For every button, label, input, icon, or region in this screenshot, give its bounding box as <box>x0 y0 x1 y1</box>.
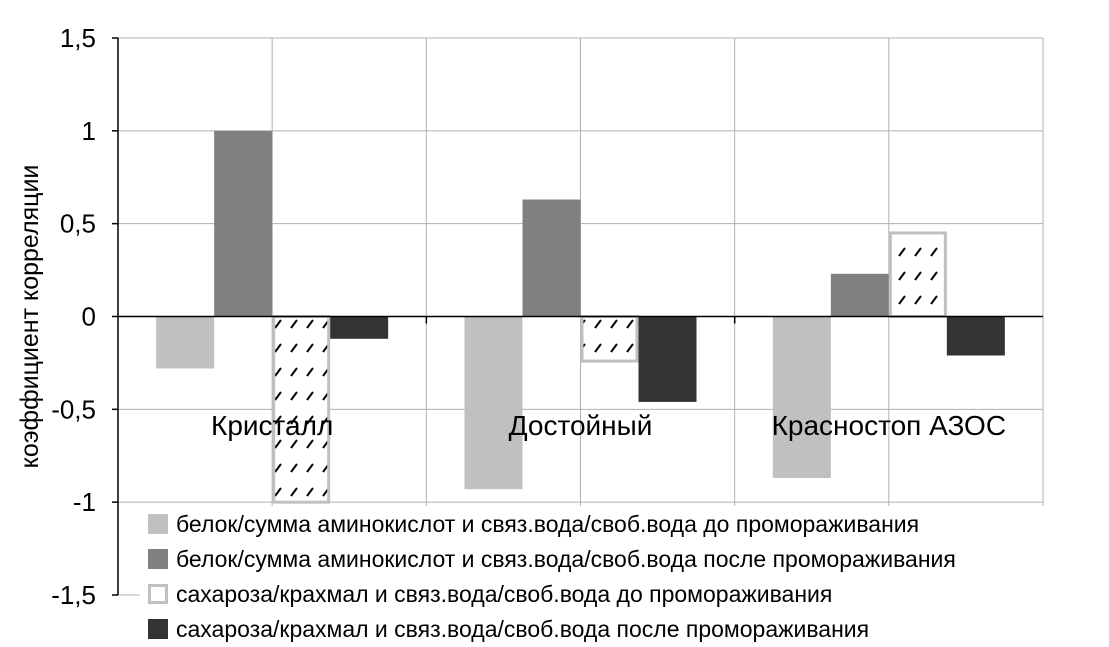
y-tick-label: -0,5 <box>51 394 96 424</box>
bar <box>888 231 947 318</box>
x-category-label: Достойный <box>509 410 653 441</box>
y-axis-label: коэффициент корреляции <box>16 165 44 469</box>
legend-background <box>140 506 1085 647</box>
legend-swatch <box>148 514 168 534</box>
legend-swatch <box>148 549 168 569</box>
x-category-label: Кристалл <box>211 410 333 441</box>
bar <box>830 273 889 317</box>
bar <box>946 316 1005 356</box>
legend-entry: белок/сумма аминокислот и связ.вода/своб… <box>176 511 919 537</box>
bar <box>214 130 273 317</box>
labels: 1,5 1 0,5 0 -0,5 -1 -1,5 Кристалл Достойный Красн… <box>16 23 1006 610</box>
bar <box>464 316 523 490</box>
y-tick-label: 1,5 <box>60 23 96 53</box>
legend-entry: сахароза/крахмал и связ.вода/своб.вода п… <box>176 616 869 642</box>
y-tick-label: 0 <box>82 302 96 332</box>
bar <box>522 199 581 317</box>
y-tick-label: 1 <box>82 116 96 146</box>
bar <box>638 316 697 402</box>
legend: белок/сумма аминокислот и связ.вода/своб… <box>140 506 1085 647</box>
x-category-label: Красностоп АЗОС <box>772 410 1006 441</box>
legend-swatch <box>148 584 168 604</box>
axes <box>112 37 1043 596</box>
y-tick-label: -1 <box>73 487 96 517</box>
legend-entry: белок/сумма аминокислот и связ.вода/своб… <box>176 546 956 572</box>
bar <box>772 316 831 479</box>
legend-entry: сахароза/крахмал и связ.вода/своб.вода д… <box>176 581 832 607</box>
y-tick-label: -1,5 <box>51 580 96 610</box>
y-tick-label: 0,5 <box>60 209 96 239</box>
bar <box>330 316 389 339</box>
bar <box>580 315 639 363</box>
bar <box>156 316 215 369</box>
legend-swatch <box>148 619 168 639</box>
